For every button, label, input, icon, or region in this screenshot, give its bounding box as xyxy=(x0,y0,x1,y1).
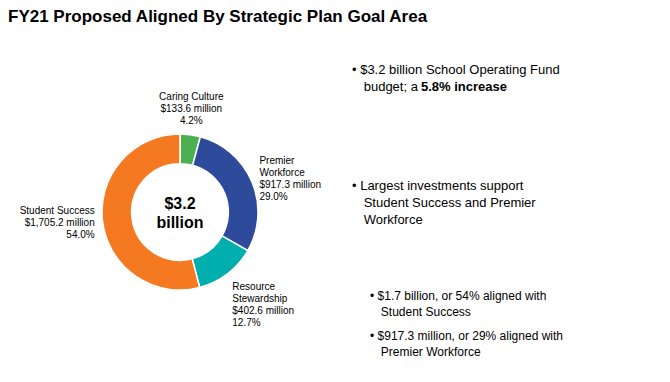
bullet-highlight: 5.8% increase xyxy=(421,79,507,94)
segment-label: ResourceStewardship$402.6 million12.7% xyxy=(232,281,294,328)
bullet-text: • $3.2 billion School Operating Fundbudg… xyxy=(352,62,560,94)
bullet-text: • $1.7 billion, or 54% aligned withStude… xyxy=(370,289,546,319)
donut: Caring Culture$133.6 million4.2% PremierW… xyxy=(20,91,321,328)
segment-label: PremierWorkforce$917.3 million29.0% xyxy=(259,155,321,202)
segment-label: Student Success$1,705.2 million54.0% xyxy=(20,205,95,240)
chart: FY21 Proposed Aligned By Strategic Plan … xyxy=(0,0,670,382)
slice xyxy=(193,137,258,251)
slice xyxy=(102,134,200,290)
slice xyxy=(192,236,248,288)
center-label: $3.2billion xyxy=(156,195,203,231)
bullet-text: • Largest investments supportStudent Suc… xyxy=(352,178,536,227)
title: FY21 Proposed Aligned By Strategic Plan … xyxy=(8,7,428,26)
segment-label: Caring Culture$133.6 million4.2% xyxy=(159,91,224,126)
bullet-text: • $917.3 million, or 29% aligned withPre… xyxy=(370,329,563,359)
